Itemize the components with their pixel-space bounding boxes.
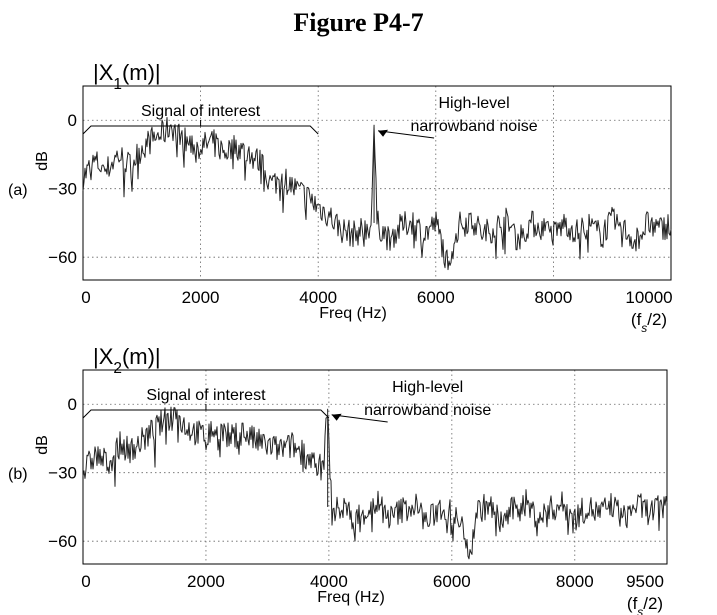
x-tick-label: 8000 xyxy=(534,288,572,307)
x-axis-label: Freq (Hz) xyxy=(317,589,385,606)
noise-annotation-line2: narrowband noise xyxy=(364,402,491,419)
noise-arrowhead xyxy=(331,413,342,421)
figure-title: Figure P4-7 xyxy=(293,8,424,37)
nyquist-label: (fs/2) xyxy=(627,594,663,615)
x-tick-label: 6000 xyxy=(417,288,455,307)
spectrum-trace xyxy=(82,117,672,271)
noise-arrow xyxy=(331,414,388,423)
noise-annotation-line1: High-level xyxy=(392,379,463,396)
nyquist-label: (fs/2) xyxy=(631,310,667,335)
signal-brace xyxy=(82,120,319,135)
gridlines xyxy=(83,86,671,280)
x-tick-label: 0 xyxy=(81,288,90,307)
plot-frame xyxy=(82,369,668,565)
plot-frame xyxy=(82,85,672,281)
y-tick-label: 0 xyxy=(68,395,77,414)
noise-arrowhead xyxy=(378,129,389,137)
signal-annotation: Signal of interest xyxy=(146,387,266,404)
signal-annotation: Signal of interest xyxy=(141,103,261,120)
x-axis-label: Freq (Hz) xyxy=(319,305,387,322)
panel-b: 0 −30 −60 dB 0 2000 4000 6000 8000 9500 (fs/2) Freq… xyxy=(8,344,668,615)
noise-arrow xyxy=(377,130,435,139)
x-tick-label: 0 xyxy=(81,572,90,591)
x-tick-label: 4000 xyxy=(310,572,348,591)
magnitude-label: |X2(m)| xyxy=(93,344,161,377)
x-tick-label: 2000 xyxy=(187,572,225,591)
panel-a: 0 −30 −60 dB 0 2000 4000 6000 8000 10000 (fs/2) Fre… xyxy=(8,60,673,335)
signal-brace xyxy=(82,404,330,419)
x-tick-label: 8000 xyxy=(556,572,594,591)
x-tick-label: 4000 xyxy=(299,288,337,307)
magnitude-label: |X1(m)| xyxy=(93,60,161,93)
y-tick-label: −60 xyxy=(48,248,77,267)
x-tick-label: 10000 xyxy=(625,288,672,307)
spectrum-trace xyxy=(82,406,668,560)
y-axis-label: dB xyxy=(34,151,51,171)
y-tick-label: −30 xyxy=(48,180,77,199)
x-tick-label: 9500 xyxy=(626,572,664,591)
y-axis-label: dB xyxy=(34,435,51,455)
panel-label: (b) xyxy=(8,466,28,483)
y-tick-label: −30 xyxy=(48,464,77,483)
x-tick-label: 6000 xyxy=(433,572,471,591)
panel-label: (a) xyxy=(8,182,28,199)
noise-annotation-line2: narrowband noise xyxy=(410,118,537,135)
y-tick-label: 0 xyxy=(68,111,77,130)
y-tick-label: −60 xyxy=(48,532,77,551)
x-tick-label: 2000 xyxy=(182,288,220,307)
gridlines xyxy=(83,370,667,564)
noise-annotation-line1: High-level xyxy=(438,95,509,112)
